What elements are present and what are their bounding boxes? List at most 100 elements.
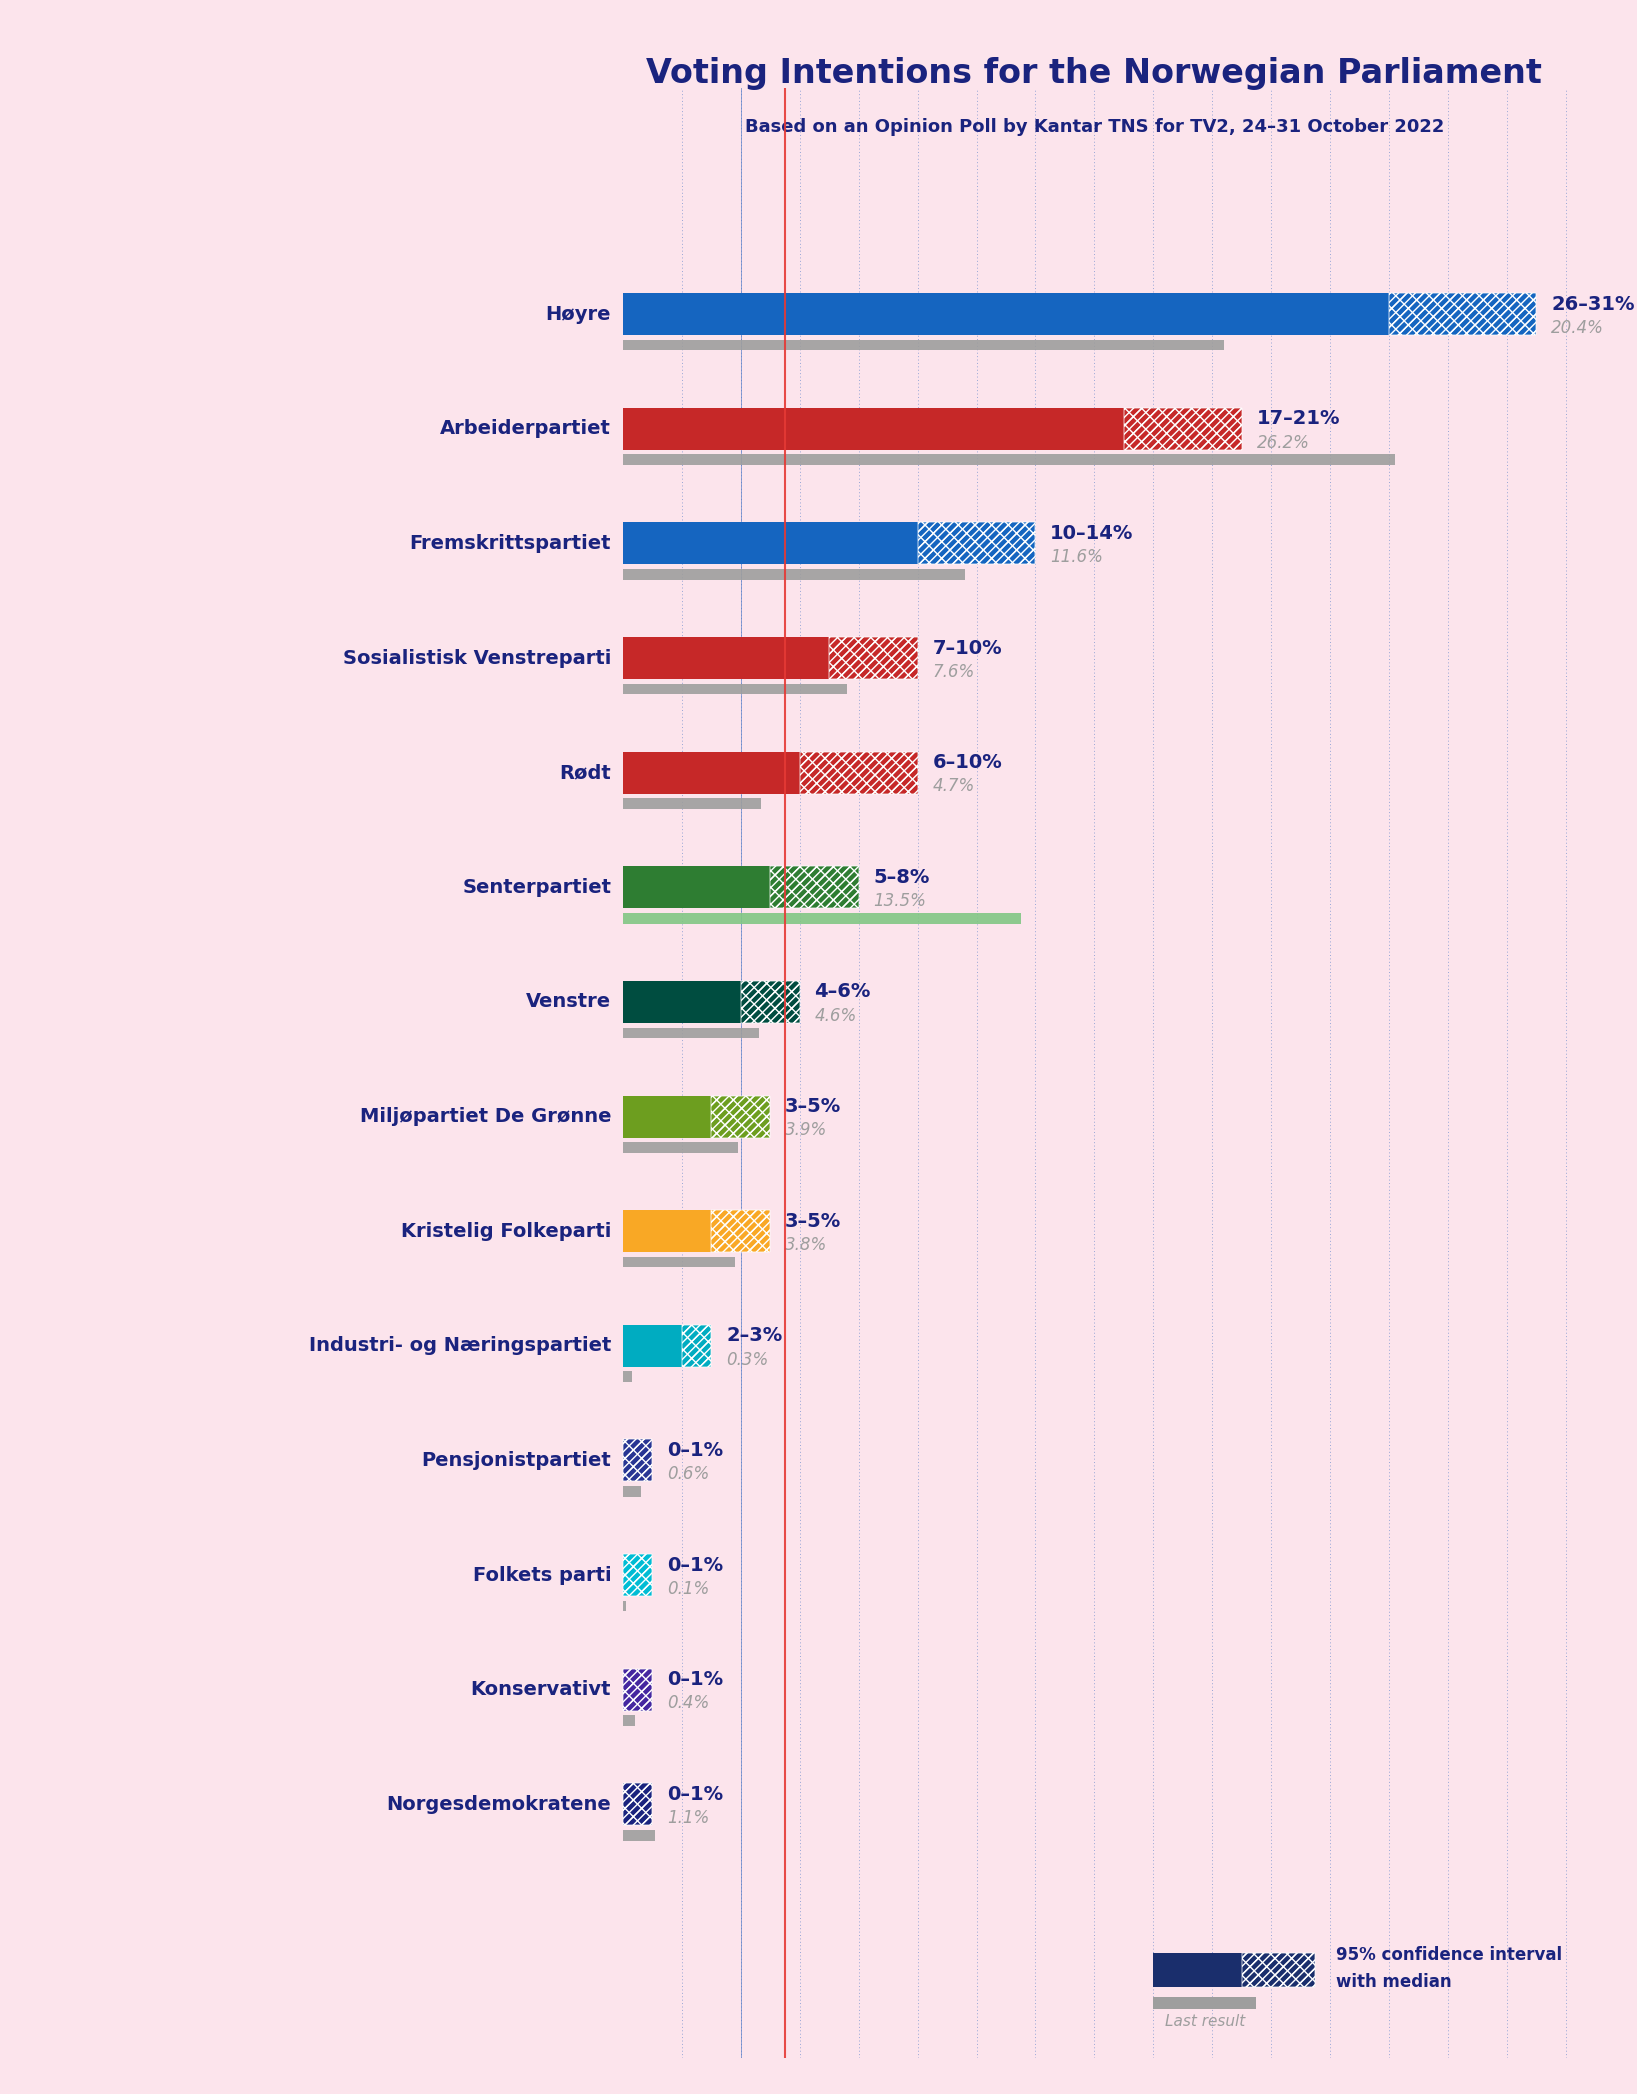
Bar [1390, 293, 1537, 335]
Bar [771, 867, 859, 909]
Text: 3–5%: 3–5% [786, 1212, 841, 1231]
Bar [624, 408, 1125, 450]
Bar [624, 1669, 653, 1711]
Bar [624, 1439, 653, 1480]
Bar [712, 1095, 771, 1137]
Text: with median: with median [1336, 1973, 1452, 1991]
Bar [1125, 408, 1242, 450]
Text: 6–10%: 6–10% [933, 754, 1002, 773]
Text: Pensjonistpartiet: Pensjonistpartiet [421, 1451, 611, 1470]
Bar [918, 521, 1036, 565]
Bar [624, 637, 830, 678]
Text: 26.2%: 26.2% [1257, 433, 1310, 452]
Bar [683, 1326, 712, 1367]
Bar [771, 867, 859, 909]
Text: 11.6%: 11.6% [1051, 549, 1103, 565]
Text: 17–21%: 17–21% [1257, 408, 1341, 429]
Text: 0.4%: 0.4% [668, 1694, 709, 1713]
Text: 20.4%: 20.4% [1552, 318, 1604, 337]
Bar [800, 752, 918, 794]
Text: Arbeiderpartiet: Arbeiderpartiet [440, 419, 611, 438]
Bar [624, 1715, 635, 1725]
Bar [712, 1210, 771, 1252]
Bar [624, 1669, 653, 1711]
Bar [712, 1210, 771, 1252]
Bar [624, 867, 771, 909]
Bar [712, 1095, 771, 1137]
Text: 0.1%: 0.1% [668, 1579, 709, 1598]
Bar [624, 1141, 738, 1154]
Text: 13.5%: 13.5% [874, 892, 927, 911]
Bar [624, 1439, 653, 1480]
Bar [624, 913, 1021, 923]
Bar [624, 1554, 653, 1596]
Bar [624, 1095, 712, 1137]
Bar [624, 798, 761, 808]
Bar [918, 521, 1036, 565]
Bar [742, 980, 800, 1024]
Bar [624, 1784, 653, 1826]
Bar [683, 1326, 712, 1367]
Bar [624, 1554, 653, 1596]
Text: Voting Intentions for the Norwegian Parliament: Voting Intentions for the Norwegian Parl… [647, 57, 1542, 90]
Bar [624, 752, 800, 794]
Text: 2–3%: 2–3% [727, 1326, 782, 1344]
Bar [624, 1784, 653, 1826]
Text: 0.6%: 0.6% [668, 1466, 709, 1483]
Text: Industri- og Næringspartiet: Industri- og Næringspartiet [309, 1336, 611, 1355]
Text: 0–1%: 0–1% [668, 1784, 724, 1803]
Text: 7–10%: 7–10% [933, 639, 1002, 658]
Text: 4–6%: 4–6% [815, 982, 871, 1001]
Bar [624, 1669, 653, 1711]
Text: 95% confidence interval: 95% confidence interval [1336, 1945, 1562, 1964]
Bar [1242, 1954, 1316, 1987]
Text: 3.9%: 3.9% [786, 1120, 827, 1139]
Text: Based on an Opinion Poll by Kantar TNS for TV2, 24–31 October 2022: Based on an Opinion Poll by Kantar TNS f… [745, 117, 1444, 136]
Text: Last result: Last result [1166, 2014, 1246, 2029]
Bar [800, 752, 918, 794]
Bar [624, 1326, 683, 1367]
Bar [624, 980, 742, 1024]
Bar [624, 1554, 653, 1596]
Text: Fremskrittspartiet: Fremskrittspartiet [409, 534, 611, 553]
Bar [624, 1372, 632, 1382]
Text: 4.6%: 4.6% [815, 1007, 856, 1024]
Bar [712, 1095, 771, 1137]
Text: Norgesdemokratene: Norgesdemokratene [386, 1795, 611, 1813]
Bar [624, 1210, 712, 1252]
Bar [1242, 1954, 1316, 1987]
Bar [1154, 1998, 1257, 2008]
Bar [712, 1210, 771, 1252]
Text: Rødt: Rødt [560, 762, 611, 783]
Bar [830, 637, 918, 678]
Text: 5–8%: 5–8% [874, 867, 930, 888]
Bar [771, 867, 859, 909]
Bar [624, 1028, 758, 1039]
Bar [624, 1600, 625, 1612]
Text: Sosialistisk Venstreparti: Sosialistisk Venstreparti [342, 649, 611, 668]
Bar [1390, 293, 1537, 335]
Text: 26–31%: 26–31% [1552, 295, 1635, 314]
Bar [624, 454, 1395, 465]
Bar [624, 1830, 655, 1841]
Bar [624, 521, 918, 565]
Bar [683, 1326, 712, 1367]
Text: 3–5%: 3–5% [786, 1097, 841, 1116]
Bar [742, 980, 800, 1024]
Bar [624, 293, 1390, 335]
Text: 0–1%: 0–1% [668, 1671, 724, 1690]
Bar [624, 1439, 653, 1480]
Text: 10–14%: 10–14% [1051, 524, 1133, 542]
Bar [918, 521, 1036, 565]
Bar [1390, 293, 1537, 335]
Bar [1125, 408, 1242, 450]
Bar [624, 570, 964, 580]
Text: 3.8%: 3.8% [786, 1235, 827, 1254]
Text: 0–1%: 0–1% [668, 1556, 724, 1575]
Bar [624, 683, 846, 695]
Bar [830, 637, 918, 678]
Bar [830, 637, 918, 678]
Text: Folkets parti: Folkets parti [473, 1566, 611, 1585]
Bar [800, 752, 918, 794]
Bar [624, 1256, 735, 1267]
